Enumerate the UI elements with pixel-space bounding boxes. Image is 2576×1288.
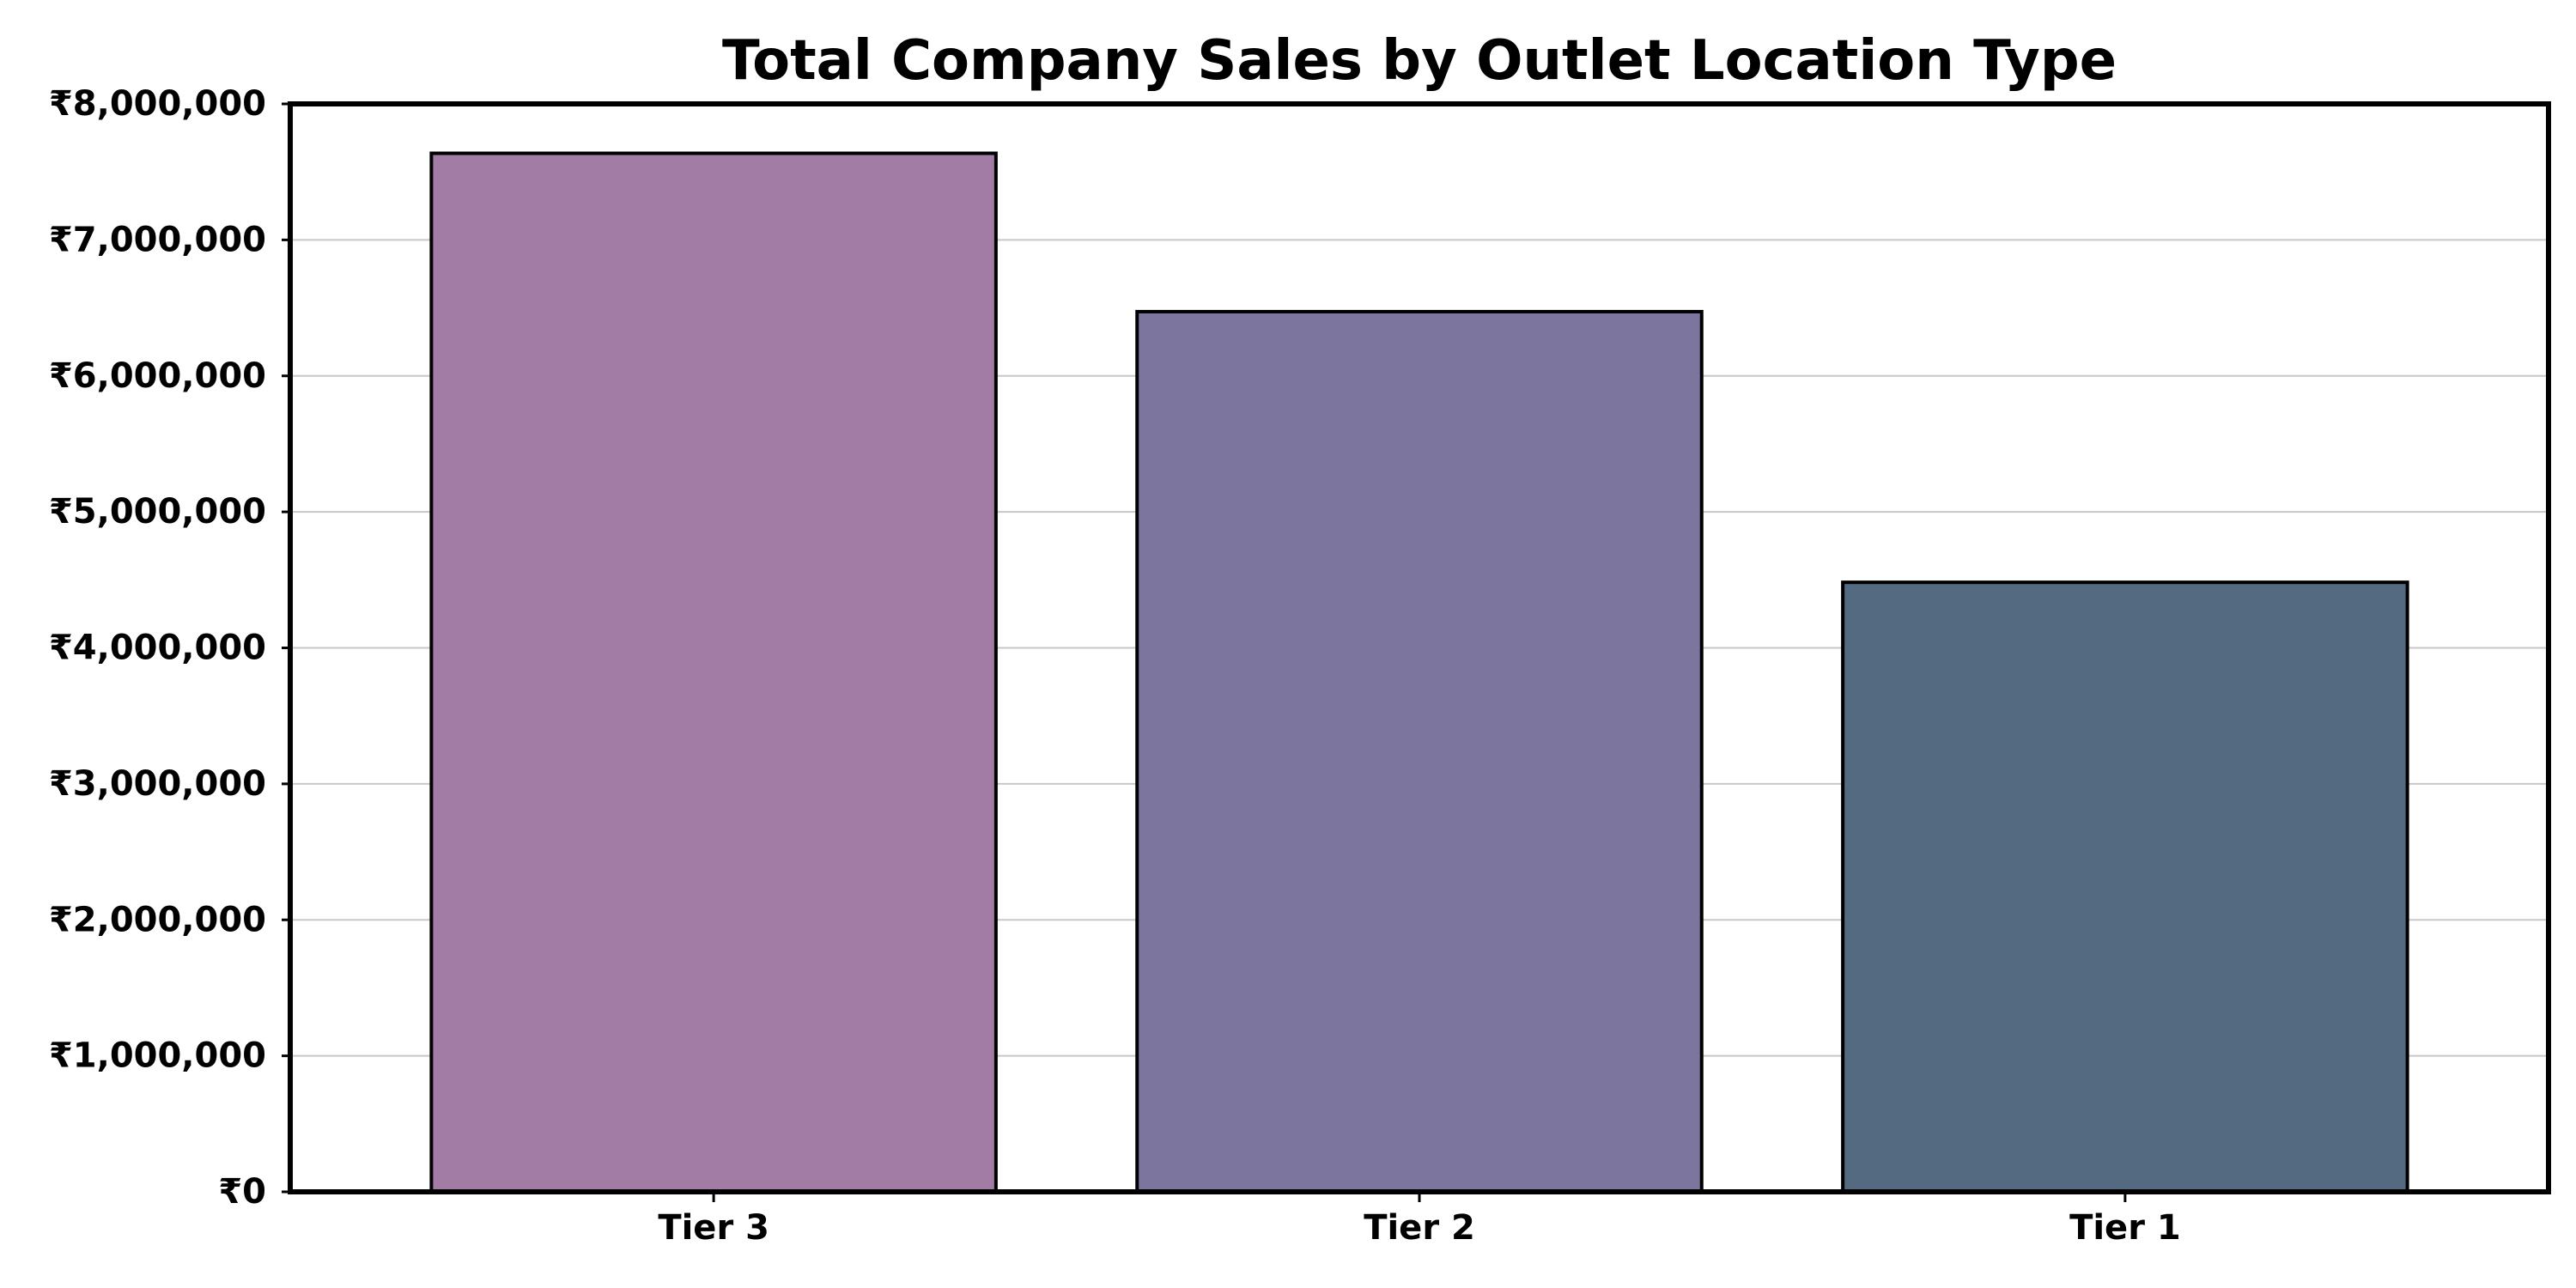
tick-labels: ₹0 ₹1,000,000 ₹2,000,000 ₹3,000,000 ₹4,000,0… [49, 84, 2181, 1248]
y-tick-label: ₹0 [218, 1172, 266, 1212]
y-tick-label: ₹3,000,000 [49, 764, 266, 804]
y-tick-label: ₹4,000,000 [49, 629, 266, 668]
axes-frame [288, 101, 2551, 1194]
y-tick-label: ₹7,000,000 [49, 220, 266, 259]
x-tick-label: Tier 1 [2069, 1208, 2181, 1248]
y-tick-label: ₹6,000,000 [49, 356, 266, 396]
chart-title: Total Company Sales by Outlet Location T… [722, 29, 2117, 93]
y-tick-label: ₹5,000,000 [49, 492, 266, 532]
bars [429, 151, 2409, 1194]
x-tick-label: Tier 2 [1364, 1208, 1475, 1248]
y-tick-label: ₹1,000,000 [49, 1036, 266, 1076]
bar-tier-2 [1135, 309, 1704, 1194]
bar-tier-3 [429, 151, 998, 1194]
y-tick-label: ₹8,000,000 [49, 84, 266, 124]
x-tick-label: Tier 3 [658, 1208, 769, 1248]
bar-tier-1 [1841, 580, 2409, 1194]
y-tick-label: ₹2,000,000 [49, 900, 266, 939]
